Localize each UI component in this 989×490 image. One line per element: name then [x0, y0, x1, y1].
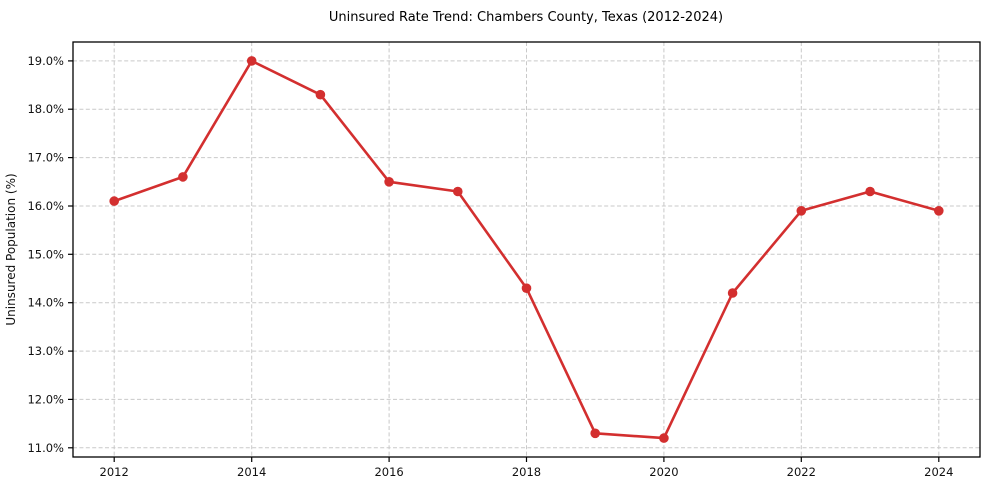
data-point-2018: [521, 283, 532, 294]
data-point-2015: [315, 89, 326, 100]
x-tick-label: 2014: [237, 465, 266, 479]
data-point-2021: [727, 288, 738, 298]
x-tick-label: 2016: [374, 465, 403, 479]
y-tick-label: 11.0%: [27, 441, 64, 455]
x-tick-label: 2020: [649, 465, 678, 479]
data-point-2020: [659, 433, 669, 443]
data-point-2024: [934, 206, 944, 216]
y-tick-label: 19.0%: [27, 54, 64, 68]
data-point-2023: [865, 186, 875, 197]
y-tick-label: 17.0%: [27, 151, 64, 165]
y-tick-label: 18.0%: [27, 102, 64, 116]
data-point-2014: [246, 56, 257, 66]
data-point-2017: [453, 186, 463, 197]
x-tick-label: 2012: [100, 465, 129, 479]
y-axis-label: Uninsured Population (%): [4, 173, 18, 325]
y-tick-label: 14.0%: [27, 296, 64, 310]
data-point-2016: [384, 177, 394, 187]
y-tick-label: 12.0%: [27, 392, 64, 406]
x-tick-label: 2018: [512, 465, 541, 479]
x-tick-label: 2024: [924, 465, 953, 479]
plot-border: [72, 41, 981, 458]
plot-area: 11.0% 12.0% 13.0% 14.0% 15.0% 16.0% 17.0% 18.0%…: [27, 41, 981, 479]
chart-title: Uninsured Rate Trend: Chambers County, T…: [329, 10, 723, 25]
data-point-2012: [109, 196, 119, 206]
x-tick-label: 2022: [787, 465, 816, 479]
data-point-2022: [796, 206, 807, 216]
data-point-2013: [178, 172, 188, 182]
y-tick-label: 13.0%: [27, 344, 64, 358]
y-tick-label: 16.0%: [27, 199, 64, 213]
y-tick-label: 15.0%: [27, 247, 64, 261]
data-point-2019: [590, 428, 600, 439]
